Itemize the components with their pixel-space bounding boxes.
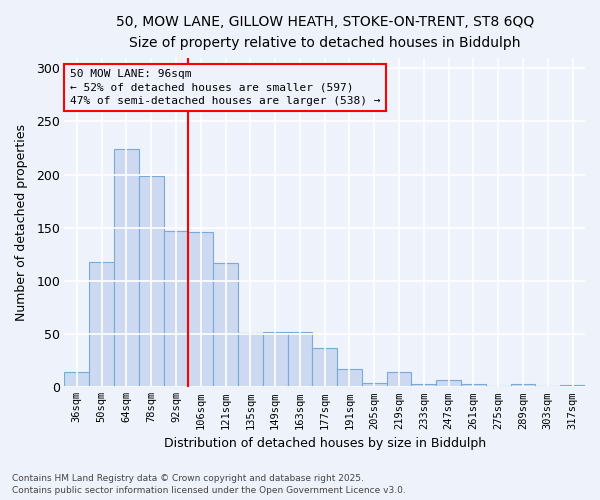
Bar [312,348,337,387]
Bar [486,386,511,387]
Bar [560,385,585,387]
Title: 50, MOW LANE, GILLOW HEATH, STOKE-ON-TRENT, ST8 6QQ
Size of property relative to: 50, MOW LANE, GILLOW HEATH, STOKE-ON-TRE… [116,15,534,50]
Bar [535,386,560,387]
Bar [89,262,114,387]
Bar [213,262,238,387]
Bar [436,380,461,387]
Bar [337,369,362,387]
Bar [114,149,139,387]
Bar [287,332,312,387]
Bar [461,384,486,387]
Bar [238,333,263,387]
Bar [511,384,535,387]
Bar [139,176,164,387]
Bar [164,231,188,387]
Bar [263,332,287,387]
Y-axis label: Number of detached properties: Number of detached properties [15,124,28,321]
Text: 50 MOW LANE: 96sqm
← 52% of detached houses are smaller (597)
47% of semi-detach: 50 MOW LANE: 96sqm ← 52% of detached hou… [70,69,380,106]
Bar [188,232,213,387]
Bar [386,372,412,387]
Text: Contains HM Land Registry data © Crown copyright and database right 2025.
Contai: Contains HM Land Registry data © Crown c… [12,474,406,495]
Bar [362,383,386,387]
X-axis label: Distribution of detached houses by size in Biddulph: Distribution of detached houses by size … [164,437,486,450]
Bar [64,372,89,387]
Bar [412,384,436,387]
